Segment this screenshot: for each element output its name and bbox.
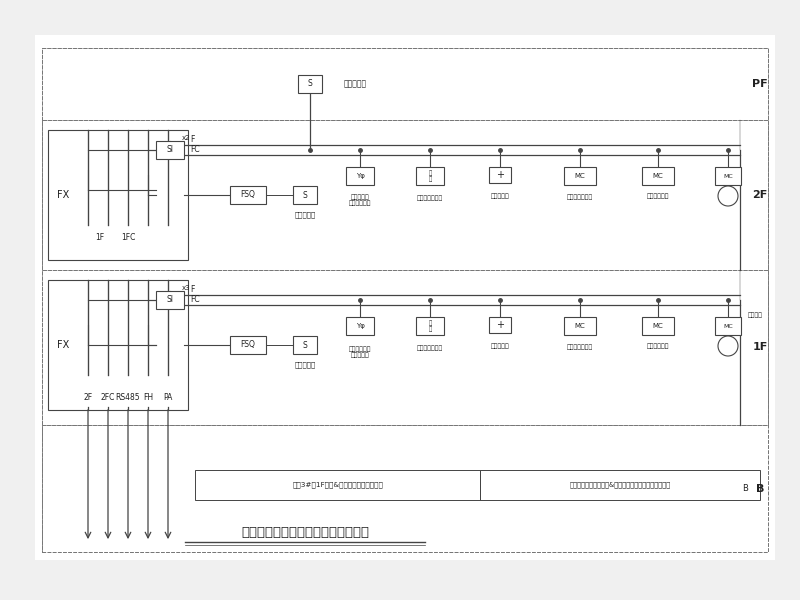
Bar [642,167,674,185]
Text: FC: FC [190,295,200,304]
Text: 引自3#楼1F消防&安防中心火灾报警设备: 引自3#楼1F消防&安防中心火灾报警设备 [293,482,383,488]
Text: FC: FC [190,145,200,154]
Text: MC: MC [723,173,733,179]
Circle shape [718,186,738,206]
Bar [230,336,266,354]
Bar [642,317,674,335]
Text: FX: FX [57,190,69,200]
Bar [564,167,596,185]
Bar [293,186,317,204]
Bar [715,167,741,185]
Bar [195,470,480,500]
Bar [416,317,444,335]
Bar [489,167,511,183]
Text: 接通应急照明: 接通应急照明 [646,193,670,199]
Text: 1F: 1F [752,343,768,352]
Text: 1F: 1F [95,233,105,242]
Text: FSQ: FSQ [241,340,255,349]
Bar [42,270,768,425]
Text: 消火栓按钮: 消火栓按钮 [490,343,510,349]
Bar [480,470,760,500]
Text: F: F [190,136,194,145]
Bar [42,48,768,120]
Text: 接通应急照明: 接通应急照明 [646,343,670,349]
Text: MC: MC [653,173,663,179]
Text: 1FC: 1FC [121,233,135,242]
Text: x3: x3 [182,285,190,291]
Text: MC: MC [574,323,586,329]
Text: PA: PA [163,392,173,401]
Text: Yφ: Yφ [355,173,365,179]
Text: S: S [302,191,307,199]
Text: 感烟探测器: 感烟探测器 [294,362,316,368]
Text: FSQ: FSQ [241,191,255,199]
Text: 2F: 2F [83,392,93,401]
Text: 输
入: 输 入 [428,170,432,182]
Bar [416,167,444,185]
Text: Yφ: Yφ [355,323,365,329]
Text: 火灾声光报警器: 火灾声光报警器 [417,345,443,351]
Bar [230,186,266,204]
Text: x2: x2 [182,135,190,141]
Bar [293,336,317,354]
Text: 切断非消防电源: 切断非消防电源 [567,194,593,200]
Text: MC: MC [574,173,586,179]
Bar [35,35,775,560]
Text: SI: SI [166,295,174,304]
Bar [42,120,768,270]
Text: SI: SI [166,145,174,154]
Text: +: + [496,320,504,330]
Bar [298,75,322,93]
Text: 手动报警按
钮带电话插孔: 手动报警按 钮带电话插孔 [349,194,371,206]
Bar [42,425,768,552]
Text: 手动报警按钮
带电话插孔: 手动报警按钮 带电话插孔 [349,346,371,358]
Bar [42,48,768,552]
Text: 位于电井: 位于电井 [748,312,763,318]
Text: FX: FX [57,340,69,350]
Text: 2FC: 2FC [101,392,115,401]
Text: MC: MC [723,323,733,329]
Text: B: B [742,484,748,493]
Text: 火灾声光报警器: 火灾声光报警器 [417,195,443,201]
Text: B: B [756,484,764,493]
Text: 切断非消防电源: 切断非消防电源 [567,344,593,350]
Bar [715,317,741,335]
Bar [564,317,596,335]
Bar [48,280,188,410]
Text: PF: PF [752,79,768,89]
Text: 火灾自动报警及消防联动控制系统图: 火灾自动报警及消防联动控制系统图 [241,526,369,539]
Text: FH: FH [143,392,153,401]
Text: 消火栓按钮: 消火栓按钮 [490,193,510,199]
Text: 2F: 2F [752,190,768,200]
Circle shape [718,336,738,356]
Bar [156,291,184,309]
Text: 感烟探测器: 感烟探测器 [294,212,316,218]
Text: S: S [308,79,312,88]
Text: MC: MC [653,323,663,329]
Text: 输
入: 输 入 [428,320,432,332]
Bar [346,167,374,185]
Text: RS485: RS485 [116,392,140,401]
Bar [48,130,188,260]
Bar [346,317,374,335]
Text: 公共广播主机位于消防&安防中心，或甲方根据需要调整: 公共广播主机位于消防&安防中心，或甲方根据需要调整 [570,482,670,488]
Text: 感烟探测器: 感烟探测器 [343,79,366,88]
Text: F: F [190,286,194,295]
Bar [156,141,184,159]
Text: S: S [302,340,307,349]
Bar [489,317,511,333]
Text: +: + [496,170,504,180]
